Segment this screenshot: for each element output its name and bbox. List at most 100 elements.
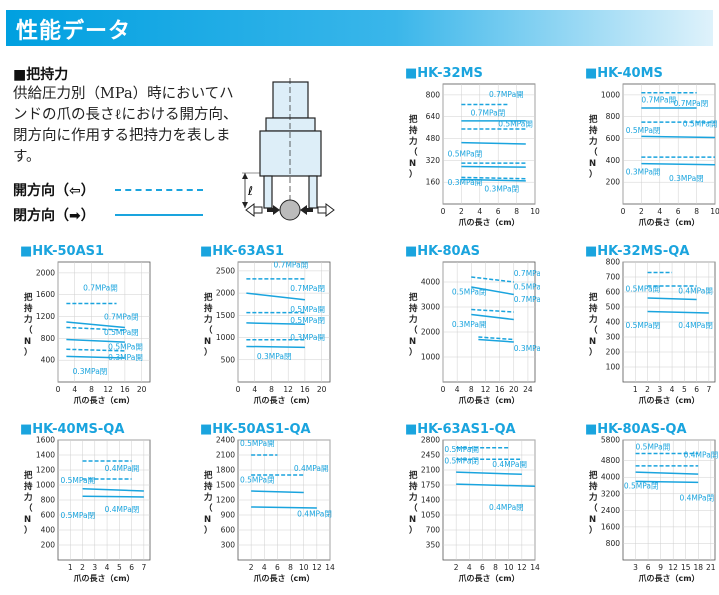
y-tick-label: 2000 [36,268,55,277]
series-label: 0.5MPa閉 [452,288,487,297]
x-tick-label: 8 [694,207,699,216]
series-label: 0.5MPa閉 [448,149,483,158]
gripper-top-block [272,81,309,119]
y-tick-label: 400 [41,356,56,365]
x-tick-label: 10 [504,563,514,572]
x-axis-label: 爪の長さ（cm） [638,573,699,583]
length-symbol: ℓ [247,184,253,198]
chart-title: ■HK-50AS1-QA [200,422,311,437]
series-line-close [66,355,125,359]
y-tick-label: 640 [426,112,441,121]
x-tick-label: 4 [657,207,662,216]
y-axis-label: 把持力（ N） [409,470,418,536]
x-tick-label: 12 [481,385,491,394]
series-label: 0.5MPa閉 [625,321,660,330]
series-line-close [647,310,709,314]
x-tick-label: 12 [283,385,293,394]
chart-3: ■HK-63AS1 0 4 8 12 16 20 500 1000 1500 2000 2500 爪の長… [200,244,331,405]
x-tick-label: 3 [92,563,97,572]
y-axis-label: 把持力（ N） [589,470,598,536]
series-line-open [471,276,514,283]
series-line-close [641,135,716,139]
description-text: 供給圧力別（MPa）時においてハンドの爪の長さℓにおける開方向、閉方向に作用する… [13,86,238,165]
plot-area [622,83,716,205]
y-tick-label: 800 [606,539,621,548]
chart-6: ■HK-40MS-QA 1 2 3 4 5 6 7 200 400 600 800 1000 1200 14… [20,422,151,583]
gripper-body [259,130,322,177]
x-tick-label: 0 [236,385,241,394]
x-tick-label: 4 [477,207,482,216]
chart-1: ■HK-40MS 0 2 4 6 8 10 200 400 600 800 1000 爪の長さ（cm） 把… [585,66,719,227]
y-tick-label: 600 [606,288,621,297]
series-label: 0.4MPa開 [294,464,329,473]
chart-9: ■HK-80AS-QA 3 6 9 12 15 18 21 800 1600 2400 3200 400… [585,422,718,583]
y-tick-label: 1600 [601,522,620,531]
y-tick-label: 2400 [601,506,620,515]
chart-4: ■HK-80AS 0 4 8 12 16 20 24 1000 2000 3000 4000 爪の長さ（… [405,244,540,405]
section-title: ■把持力 [13,67,69,83]
y-tick-label: 100 [606,363,621,372]
x-tick-label: 10 [530,207,540,216]
y-axis-label: 把持力（ N） [589,292,598,358]
y-axis-label: 把持力（ N） [589,114,598,180]
finger-left [263,175,273,209]
y-tick-label: 400 [606,156,621,165]
series-line-close [641,162,716,166]
series-label: 0.7MPa閉 [514,295,540,304]
y-tick-label: 350 [426,541,441,550]
y-tick-label: 700 [426,526,441,535]
series-label: 0.7MPa開 [274,260,309,269]
series-line-close [82,495,144,498]
series-label: 0.7MPa開 [83,283,118,292]
header-banner [6,10,713,46]
series-label: 0.3MPa開 [452,320,487,329]
series-label: 0.4MPa閉 [489,503,524,512]
y-tick-label: 2400 [216,436,235,445]
x-tick-label: 2 [80,563,85,572]
series-line-close [635,471,699,475]
y-tick-label: 700 [606,273,621,282]
x-tick-label: 5 [117,563,122,572]
x-tick-label: 24 [523,385,533,394]
series-label: 0.5MPa開 [636,442,671,451]
x-tick-label: 4 [670,385,675,394]
x-axis-label: 爪の長さ（cm） [73,573,134,583]
x-tick-label: 2 [639,207,644,216]
close-arrow-left [273,205,280,215]
y-tick-label: 1400 [36,451,55,460]
series-line-close [461,165,526,168]
series-line-close [647,297,697,301]
series-label: 0.3MPa閉 [484,185,519,194]
y-tick-label: 800 [606,112,621,121]
y-tick-label: 1200 [216,496,235,505]
x-tick-label: 12 [668,563,678,572]
x-tick-label: 2 [454,563,459,572]
x-tick-label: 1 [68,563,73,572]
series-line-close [461,141,526,145]
series-label: 0.4MPa開 [105,464,140,473]
x-axis-label: 爪の長さ（cm） [638,217,699,227]
x-tick-label: 6 [694,385,699,394]
y-tick-label: 1000 [601,90,620,99]
x-tick-label: 0 [621,207,626,216]
x-axis-label: 爪の長さ（cm） [253,573,314,583]
series-line-open [471,308,514,313]
x-tick-label: 12 [312,563,322,572]
close-arrow-right [300,205,307,215]
series-label: 0.5MPa閉 [626,126,661,135]
y-tick-label: 2100 [216,451,235,460]
x-tick-label: 12 [517,563,527,572]
y-tick-label: 160 [426,178,441,187]
y-tick-label: 4000 [421,278,440,287]
series-label: 0.5MPa開 [498,119,533,128]
x-tick-label: 20 [317,385,327,394]
x-axis-label: 爪の長さ（cm） [458,573,519,583]
legend-close-label: 閉方向（➡） [13,208,95,224]
series-line-close [251,490,304,494]
chart-title: ■HK-80AS [405,244,480,259]
series-line-close [471,313,514,321]
y-tick-label: 1000 [36,481,55,490]
x-tick-label: 0 [441,207,446,216]
y-tick-label: 1600 [36,290,55,299]
y-tick-label: 1500 [216,481,235,490]
